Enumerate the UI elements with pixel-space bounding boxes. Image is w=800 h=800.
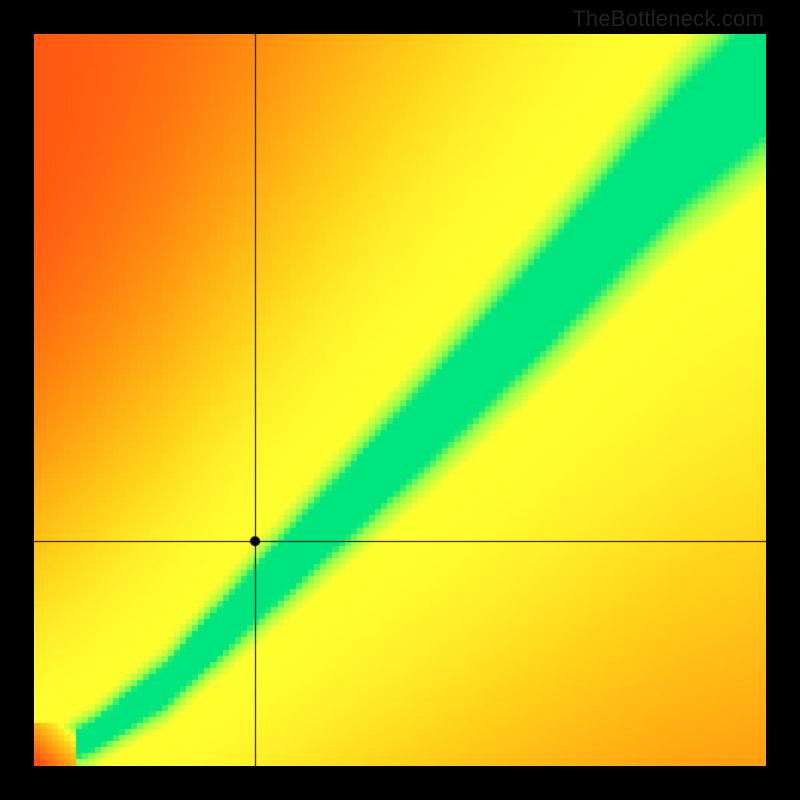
outer-black-frame [34,34,766,766]
watermark-text: TheBottleneck.com [572,6,764,32]
heatmap-canvas [34,34,766,766]
